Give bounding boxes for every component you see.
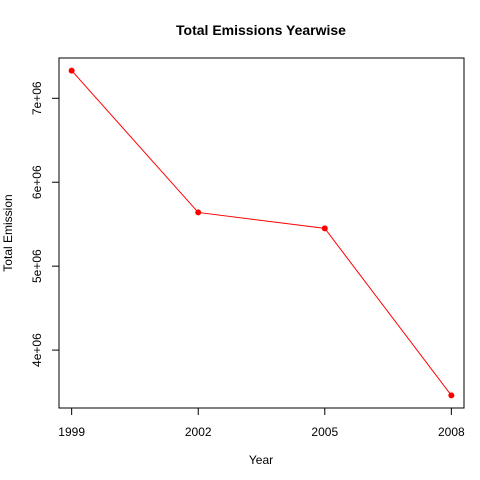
y-tick-label: 6e+06 <box>30 165 44 199</box>
series-line <box>71 70 452 396</box>
data-point <box>68 67 75 74</box>
y-axis: 4e+06 5e+06 6e+06 7e+06 <box>30 81 60 367</box>
y-tick-label: 4e+06 <box>30 333 44 367</box>
data-point <box>195 209 202 216</box>
y-tick-label: 7e+06 <box>30 81 44 115</box>
plot-frame <box>58 57 465 409</box>
data-point <box>321 225 328 232</box>
x-axis-label: Year <box>249 453 273 467</box>
data-point <box>448 392 455 399</box>
y-axis-label: Total Emission <box>1 194 15 271</box>
x-tick-label: 2005 <box>311 425 338 439</box>
y-tick-label: 5e+06 <box>30 249 44 283</box>
x-tick-label: 1999 <box>58 425 85 439</box>
chart-title: Total Emissions Yearwise <box>176 22 346 38</box>
x-tick-label: 2008 <box>438 425 465 439</box>
series-layer <box>68 67 455 399</box>
x-axis: 1999 2002 2005 2008 <box>58 407 465 439</box>
x-tick-label: 2002 <box>185 425 212 439</box>
